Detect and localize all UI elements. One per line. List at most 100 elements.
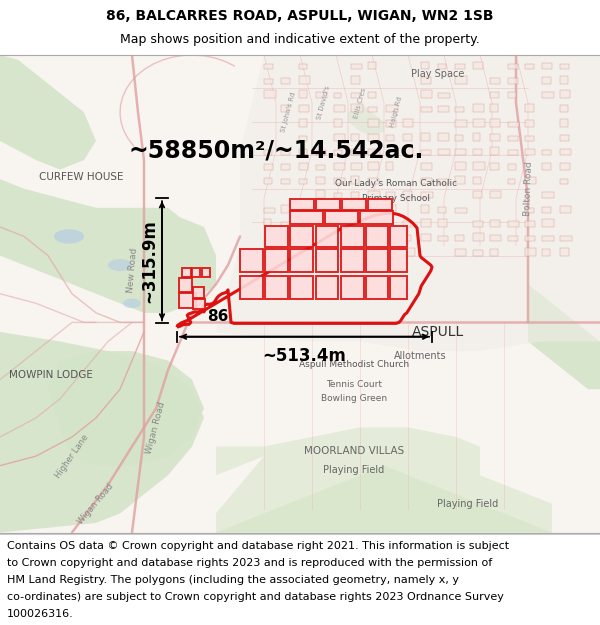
Bar bbox=[316, 92, 327, 98]
Bar bbox=[525, 64, 533, 69]
Bar bbox=[334, 163, 345, 169]
Bar bbox=[403, 148, 413, 155]
Bar bbox=[360, 211, 393, 224]
Bar bbox=[421, 234, 431, 241]
Bar bbox=[542, 163, 551, 169]
Ellipse shape bbox=[54, 229, 84, 244]
Bar bbox=[299, 119, 307, 127]
Bar bbox=[421, 178, 431, 184]
Bar bbox=[281, 221, 291, 227]
Bar bbox=[455, 236, 464, 241]
Bar bbox=[490, 235, 501, 241]
Bar bbox=[403, 235, 411, 241]
Bar bbox=[473, 191, 482, 198]
Bar bbox=[368, 199, 392, 210]
Bar bbox=[421, 62, 430, 69]
Text: co-ordinates) are subject to Crown copyright and database rights 2023 Ordnance S: co-ordinates) are subject to Crown copyr… bbox=[7, 592, 504, 602]
Bar bbox=[368, 178, 379, 184]
Bar bbox=[299, 104, 309, 112]
Polygon shape bbox=[216, 55, 600, 351]
Bar bbox=[473, 133, 480, 141]
Bar bbox=[281, 149, 290, 155]
Bar bbox=[490, 92, 499, 98]
Polygon shape bbox=[216, 446, 552, 532]
Polygon shape bbox=[0, 55, 96, 169]
Bar bbox=[240, 276, 263, 299]
Bar bbox=[560, 119, 568, 127]
Text: to Crown copyright and database rights 2023 and is reproduced with the permissio: to Crown copyright and database rights 2… bbox=[7, 558, 493, 568]
Bar bbox=[438, 219, 448, 227]
Bar bbox=[316, 151, 326, 155]
Bar bbox=[438, 93, 449, 98]
Bar bbox=[351, 249, 361, 256]
Bar bbox=[290, 211, 323, 224]
Bar bbox=[508, 236, 518, 241]
Bar bbox=[403, 221, 411, 227]
Bar bbox=[299, 205, 308, 212]
Bar bbox=[560, 76, 568, 84]
Bar bbox=[342, 199, 366, 210]
Bar bbox=[560, 179, 568, 184]
Polygon shape bbox=[216, 428, 480, 475]
Bar bbox=[351, 176, 359, 184]
Bar bbox=[490, 191, 501, 198]
Bar bbox=[334, 193, 343, 198]
Bar bbox=[560, 135, 569, 141]
Bar bbox=[264, 208, 275, 212]
Bar bbox=[299, 220, 307, 227]
Bar bbox=[438, 133, 449, 141]
Text: 86, BALCARRES ROAD, ASPULL, WIGAN, WN2 1SB: 86, BALCARRES ROAD, ASPULL, WIGAN, WN2 1… bbox=[106, 9, 494, 24]
Bar bbox=[368, 119, 379, 127]
Bar bbox=[490, 220, 500, 227]
Text: Playing Field: Playing Field bbox=[323, 466, 385, 476]
Text: CURFEW HOUSE: CURFEW HOUSE bbox=[39, 172, 123, 182]
Bar bbox=[386, 206, 396, 212]
Bar bbox=[281, 204, 292, 212]
Bar bbox=[334, 92, 341, 98]
Bar bbox=[525, 149, 535, 155]
Bar bbox=[455, 176, 465, 184]
Bar bbox=[316, 177, 325, 184]
Bar bbox=[368, 233, 378, 241]
Bar bbox=[299, 136, 307, 141]
Bar bbox=[290, 226, 313, 247]
Text: Primary School: Primary School bbox=[362, 194, 430, 202]
Bar bbox=[368, 208, 380, 212]
Bar bbox=[473, 162, 485, 169]
Bar bbox=[368, 92, 376, 98]
Bar bbox=[473, 119, 485, 127]
Bar bbox=[560, 248, 569, 256]
Bar bbox=[525, 120, 534, 127]
Bar bbox=[299, 64, 307, 69]
Bar bbox=[299, 179, 307, 184]
Bar bbox=[366, 276, 388, 299]
Bar bbox=[299, 90, 307, 98]
Bar bbox=[351, 104, 363, 112]
Bar bbox=[525, 177, 536, 184]
Bar bbox=[421, 219, 431, 227]
Bar bbox=[508, 164, 516, 169]
Bar bbox=[334, 134, 345, 141]
Bar bbox=[542, 77, 551, 84]
Bar bbox=[421, 192, 433, 198]
Bar bbox=[438, 106, 449, 112]
Bar bbox=[316, 276, 338, 299]
Bar bbox=[560, 163, 570, 169]
Bar bbox=[421, 90, 433, 98]
Bar bbox=[264, 164, 273, 169]
Bar bbox=[560, 236, 572, 241]
Bar bbox=[386, 105, 398, 112]
Bar bbox=[316, 249, 338, 272]
Bar bbox=[351, 149, 361, 155]
Bar bbox=[508, 122, 519, 127]
Bar bbox=[281, 236, 292, 241]
Bar bbox=[525, 208, 534, 212]
Bar bbox=[421, 78, 431, 84]
Bar bbox=[421, 205, 428, 212]
Text: Our Lady's Roman Catholic: Our Lady's Roman Catholic bbox=[335, 179, 457, 188]
Bar bbox=[508, 179, 515, 184]
Bar bbox=[560, 64, 569, 69]
Text: Aspull Methodist Church: Aspull Methodist Church bbox=[299, 360, 409, 369]
Bar bbox=[386, 249, 394, 256]
Polygon shape bbox=[348, 102, 384, 136]
